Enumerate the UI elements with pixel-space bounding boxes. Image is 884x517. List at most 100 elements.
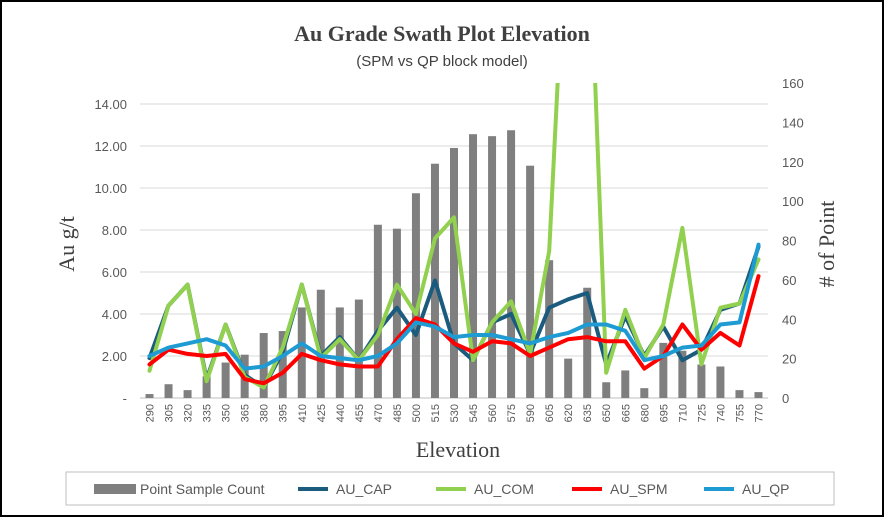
- legend-item: AU_SPM: [572, 481, 668, 497]
- sample-count-bar: [278, 331, 287, 398]
- y-tick-label: 8.00: [102, 223, 127, 238]
- x-axis-label: Elevation: [416, 437, 500, 462]
- y2-tick-label: 60: [782, 273, 796, 288]
- x-tick-label: 425: [316, 404, 328, 422]
- series-line-au-qp: [147, 242, 761, 371]
- legend-box: [65, 471, 835, 506]
- y2-tick-label: 20: [782, 352, 796, 367]
- x-tick-label: 695: [658, 404, 670, 422]
- y-tick-label: 12.00: [94, 139, 127, 154]
- x-tick-label: 350: [221, 404, 233, 422]
- x-tick-label: 740: [715, 404, 727, 422]
- x-tick-label: 470: [373, 404, 385, 422]
- y2-axis-label: # of Point: [814, 201, 839, 288]
- sample-count-bar: [735, 390, 744, 398]
- y-tick-label: 6.00: [102, 265, 127, 280]
- sample-count-bar: [411, 193, 420, 398]
- x-tick-label: 320: [183, 404, 195, 422]
- sample-count-bar: [526, 165, 535, 398]
- chart-subtitle: (SPM vs QP block model): [356, 53, 527, 70]
- y2-tick-label: 140: [782, 115, 804, 130]
- sample-count-bar: [545, 260, 554, 398]
- x-tick-label: 410: [297, 404, 309, 422]
- sample-count-bar: [392, 228, 401, 398]
- legend-label: AU_CAP: [336, 481, 392, 497]
- x-tick-label: 755: [734, 404, 746, 422]
- x-tick-label: 305: [164, 404, 176, 422]
- sample-count-bar: [583, 287, 592, 398]
- y2-tick-label: 100: [782, 194, 804, 209]
- x-tick-label: 680: [639, 404, 651, 422]
- x-tick-label: 335: [202, 404, 214, 422]
- legend: Point Sample Count AU_CAP AU_COM AU_SPM AU_Q…: [94, 481, 789, 497]
- x-tick-label: 575: [506, 404, 518, 422]
- x-tick-label: 365: [240, 404, 252, 422]
- series-line-au-spm: [147, 274, 761, 386]
- y-tick-label: 14.00: [94, 97, 127, 112]
- primary-y-axis: - 2.00 4.00 6.00 8.00 10.00 12.00 14.00: [94, 97, 127, 406]
- sample-count-bar: [316, 289, 325, 398]
- legend-label: AU_SPM: [610, 481, 668, 497]
- sample-count-bar: [621, 370, 630, 398]
- y-tick-label: 2.00: [102, 349, 127, 364]
- y-axis-label: Au g/t: [54, 216, 79, 272]
- y-tick-label: -: [123, 391, 127, 406]
- sample-count-bar: [221, 362, 230, 398]
- sample-count-bar: [697, 364, 706, 398]
- sample-count-bar: [659, 342, 668, 398]
- x-tick-label: 290: [145, 404, 157, 422]
- y2-tick-label: 0: [782, 391, 789, 406]
- y2-tick-label: 120: [782, 155, 804, 170]
- x-tick-label: 560: [487, 404, 499, 422]
- legend-item: AU_COM: [436, 481, 534, 497]
- x-tick-label: 485: [392, 404, 404, 422]
- sample-count-bar: [469, 134, 478, 398]
- chart-title: Au Grade Swath Plot Elevation: [294, 21, 590, 46]
- x-tick-label: 530: [449, 404, 461, 422]
- secondary-y-axis: 0 20 40 60 80 100 120 140 160: [782, 76, 804, 406]
- x-axis: 290 305 320 335 350 365 380 395 410 425 440 455 470 4…: [145, 404, 766, 422]
- sample-count-bar: [202, 376, 211, 398]
- sample-count-bar: [507, 130, 516, 398]
- sample-count-bar: [716, 366, 725, 398]
- legend-label: Point Sample Count: [140, 481, 265, 497]
- x-tick-label: 395: [278, 404, 290, 422]
- legend-label: AU_QP: [742, 481, 789, 497]
- y2-tick-label: 40: [782, 312, 796, 327]
- sample-count-bar: [678, 350, 687, 398]
- y-tick-label: 10.00: [94, 181, 127, 196]
- y2-tick-label: 160: [782, 76, 804, 91]
- sample-count-bar: [754, 392, 763, 398]
- x-tick-label: 380: [259, 404, 271, 422]
- legend-swatch: [94, 484, 136, 494]
- sample-count-bar: [183, 390, 192, 398]
- x-tick-label: 440: [335, 404, 347, 422]
- x-tick-label: 635: [582, 404, 594, 422]
- sample-count-bar: [373, 224, 382, 398]
- x-tick-label: 515: [430, 404, 442, 422]
- sample-count-bar: [145, 394, 154, 398]
- sample-count-bar: [335, 307, 344, 398]
- x-tick-label: 710: [677, 404, 689, 422]
- legend-item: AU_QP: [704, 481, 789, 497]
- sample-count-bar: [354, 299, 363, 398]
- x-tick-label: 545: [468, 404, 480, 422]
- x-tick-label: 455: [354, 404, 366, 422]
- sample-count-bar: [164, 384, 173, 398]
- sample-count-bar: [602, 382, 611, 398]
- legend-item: AU_CAP: [298, 481, 392, 497]
- x-tick-label: 620: [563, 404, 575, 422]
- sample-count-bar: [488, 136, 497, 398]
- y-tick-label: 4.00: [102, 307, 127, 322]
- x-tick-label: 650: [601, 404, 613, 422]
- x-tick-label: 725: [696, 404, 708, 422]
- x-tick-label: 500: [411, 404, 423, 422]
- legend-item: Point Sample Count: [94, 481, 265, 497]
- x-tick-label: 605: [544, 404, 556, 422]
- sample-count-bar: [564, 358, 573, 398]
- line-series: [147, 83, 761, 390]
- x-tick-label: 590: [525, 404, 537, 422]
- legend-label: AU_COM: [474, 481, 534, 497]
